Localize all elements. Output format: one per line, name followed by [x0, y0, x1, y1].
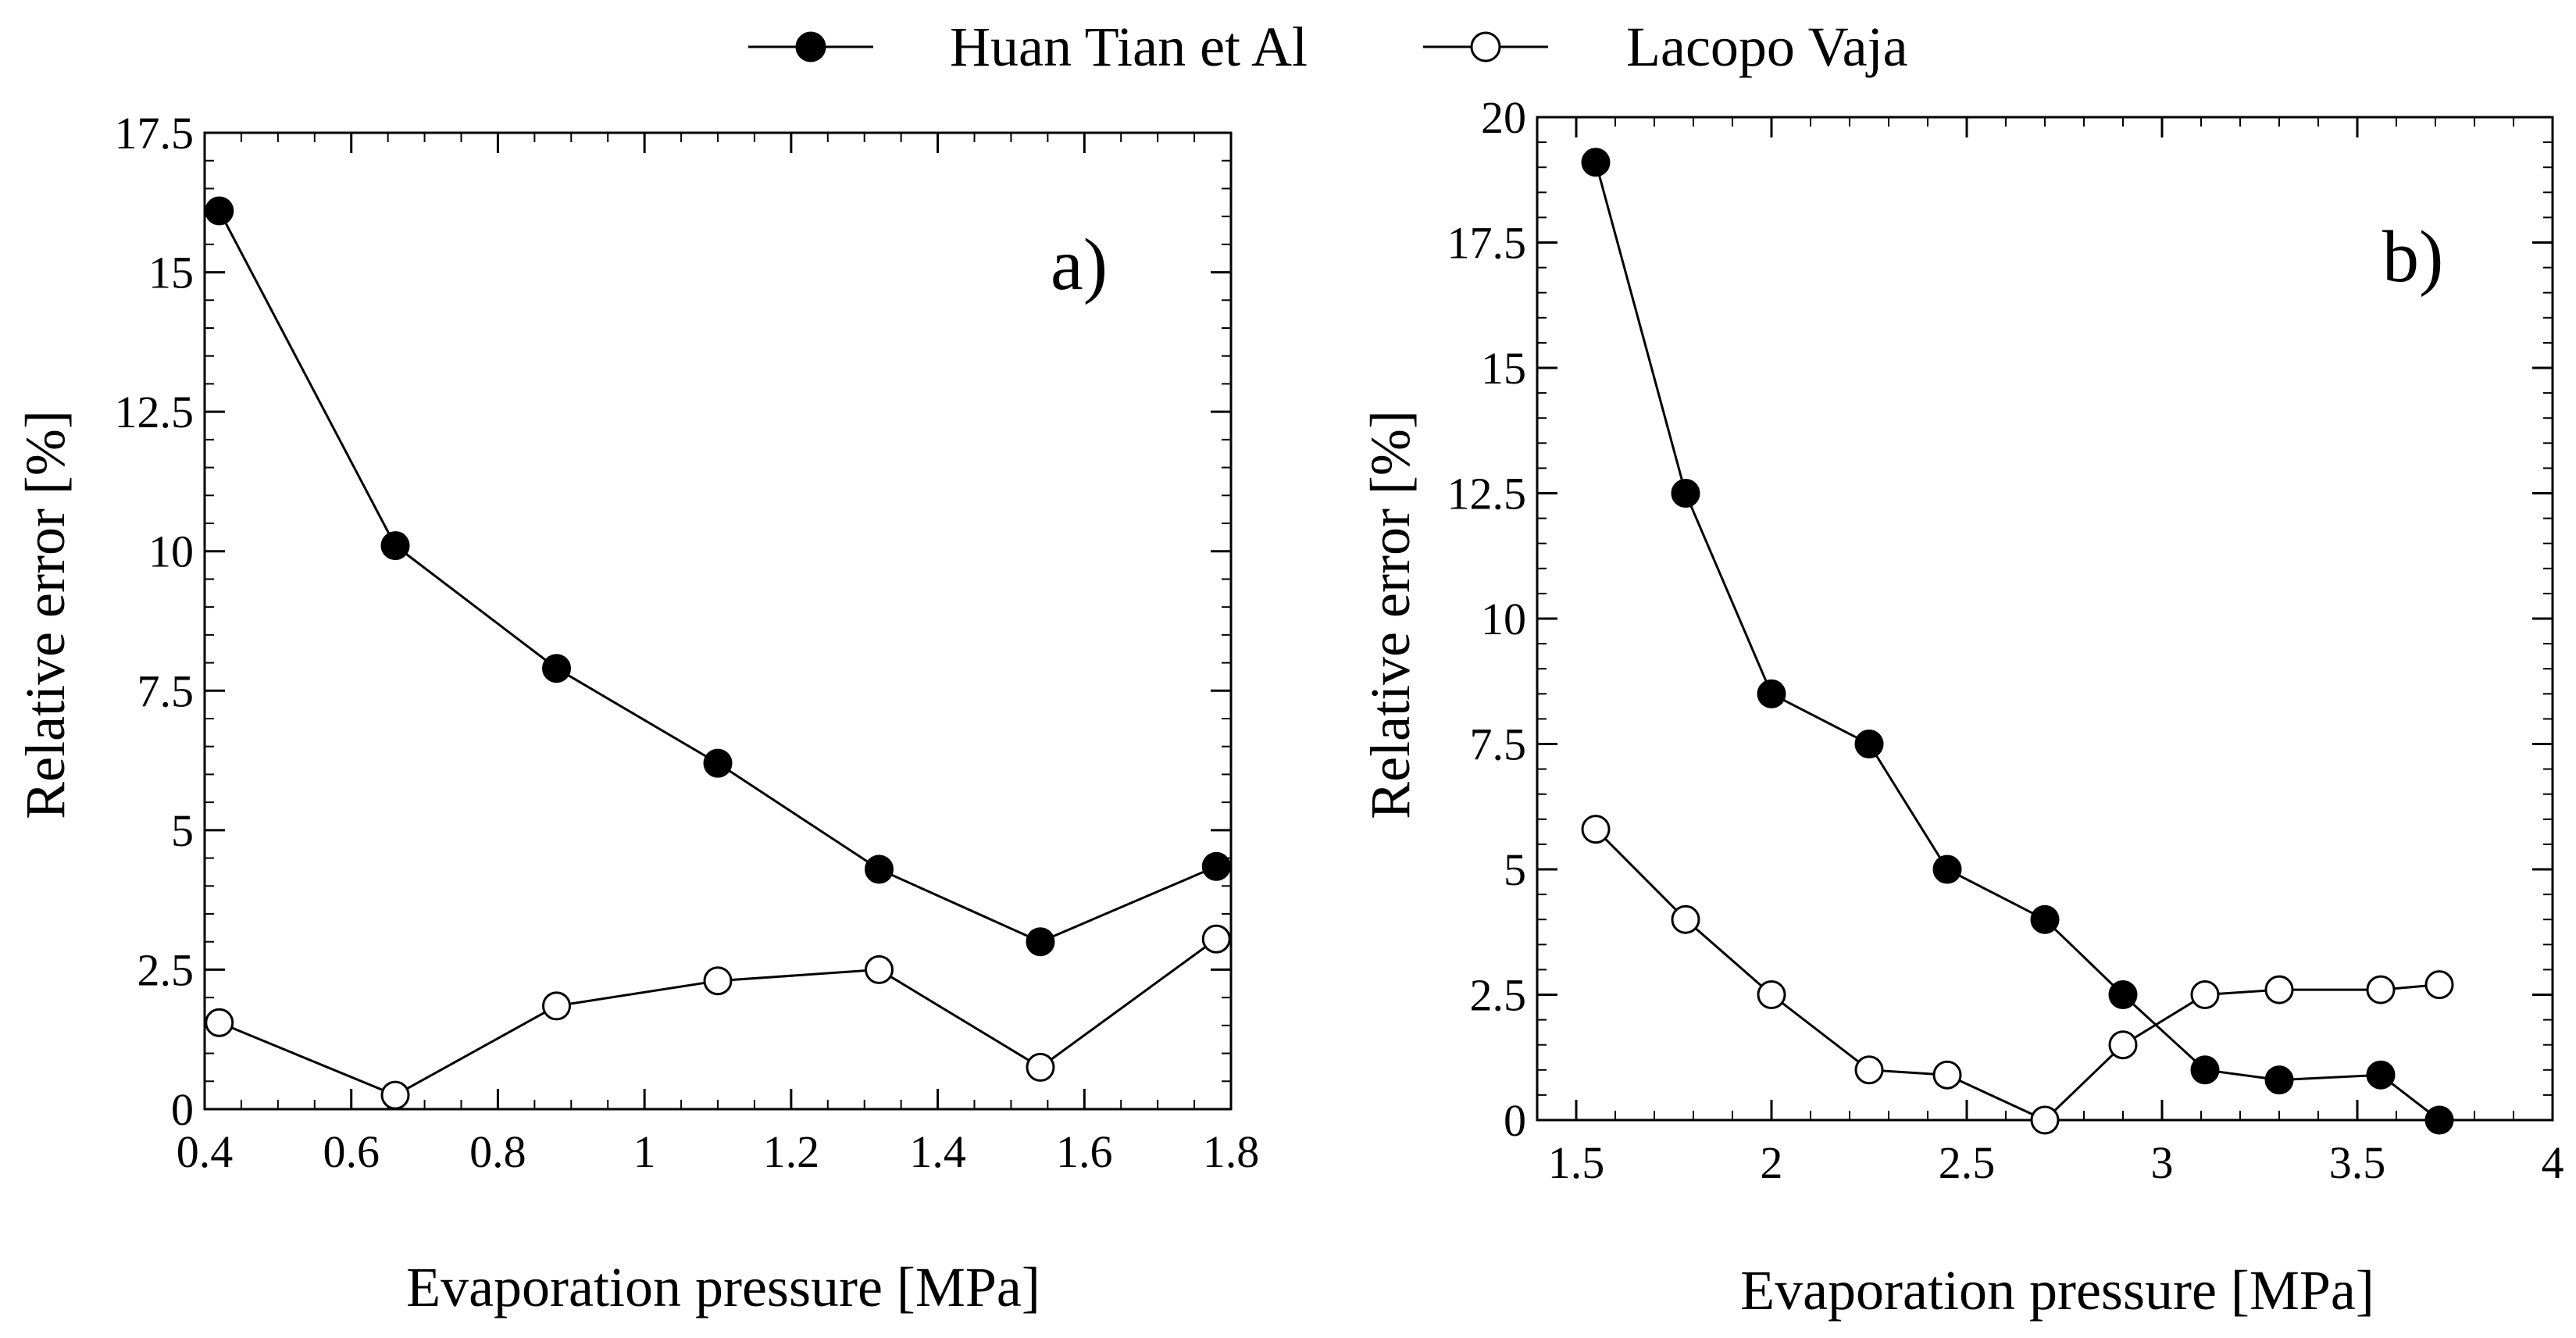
- data-point-lacopo-vaja-b: [2030, 1105, 2060, 1135]
- data-point-huan-tian-b: [1932, 855, 1962, 884]
- legend-marker-filled-icon: [795, 31, 826, 62]
- data-point-huan-tian-a: [205, 196, 234, 226]
- x-tick-label-b: 2: [1761, 1137, 1783, 1188]
- y-tick-label-a: 5: [171, 805, 194, 856]
- data-point-huan-tian-a: [1201, 851, 1231, 881]
- y-tick-label-a: 15: [148, 248, 194, 298]
- y-tick-label-b: 0: [1504, 1095, 1526, 1146]
- data-point-lacopo-vaja-b: [2424, 970, 2454, 1000]
- data-point-huan-tian-b: [1854, 730, 1884, 758]
- y-tick-label-a: 7.5: [137, 665, 194, 716]
- legend-marker-open-icon: [1470, 31, 1501, 62]
- y-tick-label-a: 2.5: [137, 944, 194, 995]
- y-tick-label-b: 20: [1481, 92, 1526, 143]
- x-tick-label-a: 1: [633, 1126, 656, 1177]
- data-point-lacopo-vaja-a: [380, 1080, 410, 1110]
- legend: Huan Tian et Al Lacopo Vaja: [748, 16, 1908, 78]
- series-line-huan-tian-b: [1594, 162, 2440, 1122]
- data-point-huan-tian-b: [2366, 1060, 2396, 1090]
- data-point-lacopo-vaja-a: [542, 991, 572, 1021]
- y-tick-label-b: 17.5: [1447, 218, 1527, 269]
- data-point-lacopo-vaja-a: [205, 1008, 234, 1037]
- x-tick-label-b: 3: [2151, 1137, 2174, 1188]
- y-tick-label-a: 10: [148, 526, 194, 577]
- data-point-huan-tian-a: [380, 531, 410, 561]
- data-point-lacopo-vaja-b: [2190, 980, 2220, 1009]
- data-point-lacopo-vaja-a: [1026, 1052, 1055, 1082]
- data-point-lacopo-vaja-b: [1932, 1060, 1962, 1090]
- y-tick-label-b: 7.5: [1470, 719, 1527, 770]
- data-point-huan-tian-b: [2264, 1065, 2294, 1095]
- data-point-lacopo-vaja-b: [2264, 975, 2294, 1004]
- x-tick-label-a: 0.6: [323, 1126, 380, 1177]
- data-point-lacopo-vaja-b: [1671, 904, 1700, 934]
- data-point-lacopo-vaja-a: [703, 966, 733, 996]
- y-tick-label-b: 10: [1481, 594, 1526, 644]
- y-tick-label-b: 2.5: [1470, 970, 1527, 1021]
- y-tick-label-b: 15: [1481, 343, 1526, 394]
- data-point-lacopo-vaja-b: [1854, 1055, 1884, 1085]
- x-tick-label-a: 0.8: [469, 1126, 526, 1177]
- y-axis-label-a: Relative error [%]: [14, 410, 77, 819]
- panel-label-b: b): [2382, 216, 2443, 298]
- y-tick-label-a: 0: [171, 1084, 194, 1135]
- x-tick-label-a: 1.2: [763, 1126, 820, 1177]
- x-axis-label-b: Evaporation pressure [MPa]: [1740, 1259, 2374, 1322]
- data-point-lacopo-vaja-b: [2366, 975, 2396, 1004]
- data-point-huan-tian-b: [2108, 980, 2138, 1009]
- data-point-lacopo-vaja-b: [1757, 980, 1786, 1009]
- data-point-huan-tian-b: [2030, 904, 2060, 934]
- data-point-huan-tian-a: [1026, 927, 1055, 957]
- legend-label-huan-tian: Huan Tian et Al: [950, 16, 1308, 78]
- data-point-huan-tian-b: [1581, 148, 1611, 177]
- x-tick-label-a: 1.4: [909, 1126, 966, 1177]
- x-tick-label-a: 1.6: [1056, 1126, 1113, 1177]
- x-tick-label-b: 3.5: [2329, 1137, 2386, 1188]
- y-tick-label-b: 5: [1504, 844, 1526, 895]
- data-point-huan-tian-b: [2190, 1055, 2220, 1085]
- x-tick-label-a: 0.4: [177, 1126, 234, 1177]
- series-line-lacopo-vaja-b: [1594, 828, 2440, 1122]
- x-tick-label-a: 1.8: [1203, 1126, 1260, 1177]
- x-tick-label-b: 4: [2542, 1137, 2564, 1188]
- data-point-lacopo-vaja-a: [1201, 924, 1231, 954]
- chart-panel-a: a) Evaporation pressure [MPa] Relative e…: [14, 108, 1259, 1318]
- y-tick-label-a: 17.5: [115, 108, 194, 159]
- data-point-huan-tian-b: [2424, 1105, 2454, 1135]
- y-tick-label-a: 12.5: [115, 387, 194, 437]
- data-point-huan-tian-a: [542, 654, 572, 683]
- chart-panel-b: b) Evaporation pressure [MPa] Relative e…: [1359, 92, 2564, 1322]
- data-point-lacopo-vaja-b: [2108, 1030, 2138, 1060]
- data-point-huan-tian-b: [1671, 479, 1700, 508]
- data-point-huan-tian-b: [1757, 679, 1786, 708]
- x-tick-label-b: 1.5: [1548, 1137, 1605, 1188]
- series-line-lacopo-vaja-a: [219, 937, 1218, 1097]
- data-point-huan-tian-a: [703, 748, 733, 778]
- legend-label-lacopo-vaja: Lacopo Vaja: [1626, 16, 1908, 78]
- series-line-huan-tian-a: [218, 210, 1217, 944]
- y-axis-label-b: Relative error [%]: [1359, 410, 1422, 819]
- panel-label-a: a): [1051, 224, 1108, 305]
- x-axis-label-a: Evaporation pressure [MPa]: [406, 1256, 1040, 1318]
- data-point-lacopo-vaja-b: [1581, 815, 1611, 844]
- data-point-huan-tian-a: [864, 855, 894, 884]
- x-tick-label-b: 2.5: [1939, 1137, 1996, 1188]
- y-tick-label-b: 12.5: [1447, 469, 1527, 519]
- data-point-lacopo-vaja-a: [864, 954, 894, 984]
